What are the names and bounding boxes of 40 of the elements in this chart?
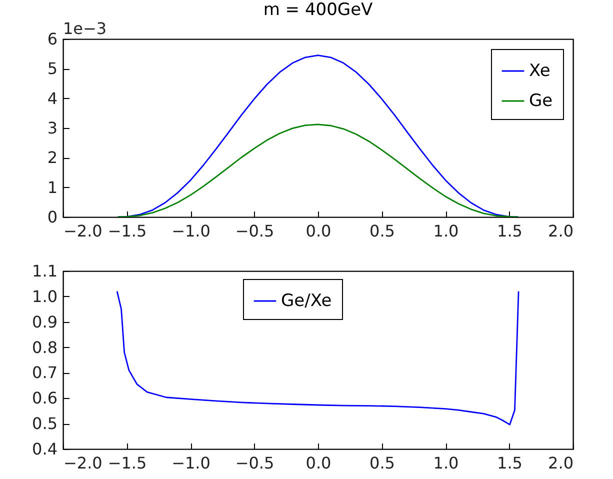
x-tick-label: 1.5 — [497, 454, 522, 472]
x-tick-label: 1.5 — [497, 222, 522, 240]
legend-label: Ge/Xe — [281, 291, 332, 311]
x-tick-label: 0.5 — [370, 222, 395, 240]
chart-title: m = 400GeV — [263, 0, 374, 20]
x-tick-label: 1.0 — [433, 222, 459, 240]
x-tick-label: −2.0 — [64, 222, 102, 240]
y-tick-label: 4 — [47, 88, 58, 108]
y-tick-label: 0.9 — [32, 312, 58, 332]
x-tick-label: −0.5 — [235, 454, 274, 472]
y-tick-label: 0.7 — [32, 363, 58, 382]
x-tick-label: 0.5 — [370, 454, 395, 472]
text: 1e−3 — [63, 19, 107, 38]
y-tick-label: 5 — [47, 59, 58, 78]
y-tick-label: 2 — [47, 148, 58, 168]
y-tick-label: 3 — [47, 118, 58, 138]
x-tick-label: −2.0 — [64, 454, 102, 472]
y-tick-label: 0.8 — [32, 338, 58, 357]
y-tick-label: 0 — [47, 208, 58, 226]
x-tick-label: 2.0 — [548, 454, 574, 472]
legend-label: Ge — [529, 91, 553, 111]
x-tick-label: 0.0 — [306, 222, 332, 240]
y-tick-label: 1.1 — [32, 262, 58, 280]
legend-label: Xe — [529, 61, 550, 81]
x-tick-label: 2.0 — [548, 222, 574, 240]
y-tick-label: 0.6 — [32, 388, 58, 408]
x-tick-label: −0.5 — [235, 222, 274, 240]
line-series — [117, 124, 519, 217]
x-tick-label: −1.0 — [172, 454, 210, 472]
y-tick-label: 1.0 — [32, 286, 58, 306]
y-tick-label: 6 — [47, 30, 58, 48]
x-tick-label: 1.0 — [433, 454, 459, 472]
x-tick-label: −1.5 — [108, 454, 147, 472]
y-tick-label: 1 — [47, 178, 58, 197]
x-tick-label: −1.5 — [108, 222, 147, 240]
x-tick-label: 0.0 — [306, 454, 332, 472]
line-series — [116, 290, 520, 426]
x-tick-label: −1.0 — [172, 222, 210, 240]
y-tick-label: 0.5 — [32, 414, 58, 434]
y-tick-label: 0.4 — [32, 440, 58, 458]
